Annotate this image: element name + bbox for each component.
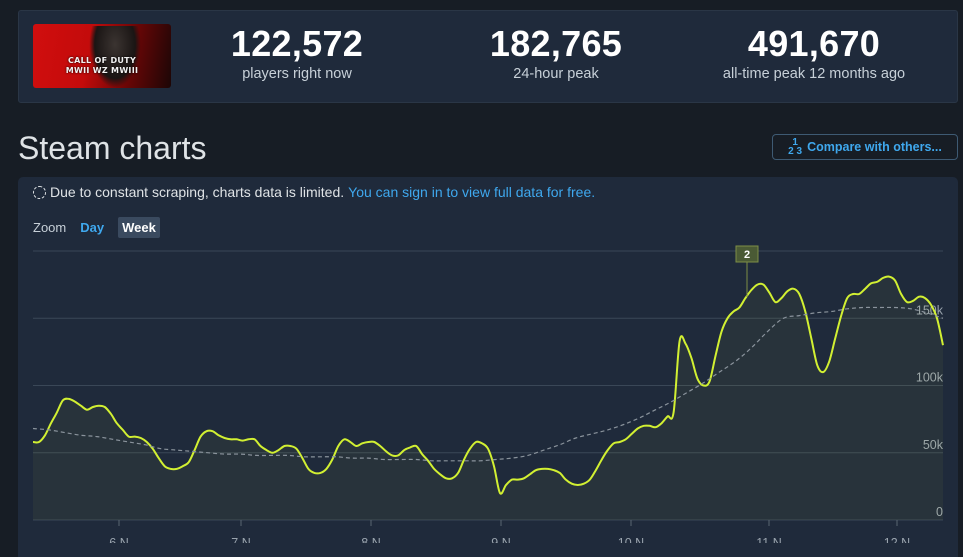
game-logo-line2: MWII WZ MWIII xyxy=(65,66,139,75)
game-logo: CALL OF DUTY MWII WZ MWIII xyxy=(33,56,171,76)
sign-in-link[interactable]: You can sign in to view full data for fr… xyxy=(348,184,596,200)
series-area xyxy=(33,276,943,520)
stat-24h-peak: 182,765 24-hour peak xyxy=(426,23,686,83)
stat-24h-label: 24-hour peak xyxy=(513,66,599,82)
zoom-week-button[interactable]: Week xyxy=(118,217,160,238)
zoom-label: Zoom xyxy=(33,220,67,235)
player-count-chart[interactable]: 0 50k 100k 150k 6 N 7 N 8 N 9 N 10 N 11 N 12 N 2 xyxy=(18,177,958,543)
compare-button-label: Compare with others... xyxy=(807,140,942,154)
x-tick-label: 7 N xyxy=(231,536,250,543)
soldier-figure-icon xyxy=(89,26,141,88)
stat-current-value: 122,572 xyxy=(230,23,364,64)
y-tick-label: 0 xyxy=(936,505,943,519)
average-line xyxy=(32,306,944,462)
stats-bar: CALL OF DUTY MWII WZ MWIII 122,572 playe… xyxy=(18,10,958,103)
x-tick-label: 9 N xyxy=(491,536,510,543)
stat-current-label: players right now xyxy=(242,66,352,82)
zoom-day-button[interactable]: Day xyxy=(80,220,105,235)
data-limit-notice: Due to constant scraping, charts data is… xyxy=(33,184,595,200)
stat-current-players: 122,572 players right now xyxy=(167,23,427,83)
game-logo-line1: CALL OF DUTY xyxy=(67,56,137,65)
y-tick-label: 50k xyxy=(923,438,944,452)
page-title: Steam charts xyxy=(18,130,207,166)
x-tick-label: 11 N xyxy=(756,536,781,543)
x-tick-label: 12 N xyxy=(884,536,910,543)
x-tick-label: 8 N xyxy=(361,536,380,543)
x-tick-label: 10 N xyxy=(618,536,644,543)
x-tick-label: 6 N xyxy=(109,536,128,543)
stat-alltime-label: all-time peak 12 months ago xyxy=(722,66,906,82)
stat-alltime-peak: 491,670 all-time peak 12 months ago xyxy=(684,23,944,83)
zoom-controls: Zoom Day Week xyxy=(33,217,160,238)
stat-24h-value: 182,765 xyxy=(489,23,623,64)
loading-dots-icon xyxy=(33,185,46,199)
player-count-line xyxy=(32,275,944,495)
chart-panel: Due to constant scraping, charts data is… xyxy=(18,177,958,557)
y-tick-label: 150k xyxy=(916,303,944,317)
notice-text: Due to constant scraping, charts data is… xyxy=(50,184,345,200)
game-thumbnail[interactable]: CALL OF DUTY MWII WZ MWIII xyxy=(33,24,171,88)
y-tick-label: 100k xyxy=(916,371,944,385)
event-marker-label: 2 xyxy=(744,249,750,261)
stat-alltime-value: 491,670 xyxy=(747,23,881,64)
